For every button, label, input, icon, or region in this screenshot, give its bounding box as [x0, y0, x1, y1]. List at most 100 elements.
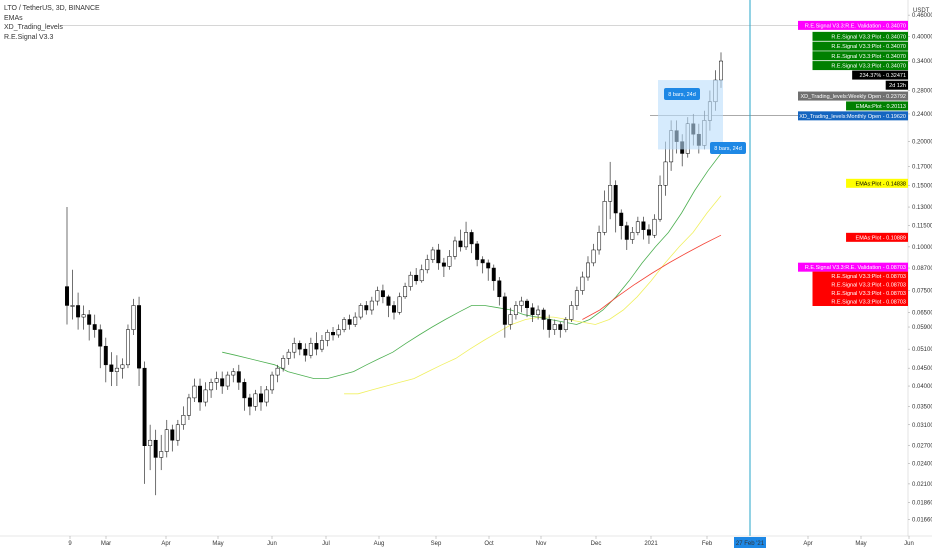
candle-down — [613, 185, 618, 214]
candle-down — [414, 274, 419, 282]
candle-up — [358, 305, 363, 318]
candle-down — [525, 300, 529, 308]
candle-up — [536, 309, 541, 315]
candle-down — [441, 262, 446, 267]
candle-up — [652, 218, 657, 236]
y-tick-label: 0.15000 — [912, 183, 932, 189]
candle-down — [297, 343, 302, 350]
price-tag — [812, 271, 908, 281]
candle-up — [275, 367, 280, 376]
candle-down — [364, 305, 369, 311]
candle-up — [225, 374, 230, 387]
indicator-xd-levels[interactable]: XD_Trading_levels — [4, 24, 63, 31]
y-tick-label: 0.03500 — [912, 404, 932, 410]
price-tag-text: R.E.Signal V3.3:Plot - 0.34070 — [831, 34, 906, 40]
candle-down — [347, 319, 352, 325]
candle-up — [159, 451, 164, 458]
price-tag — [812, 296, 908, 306]
price-tag — [812, 31, 908, 41]
candle-down — [486, 262, 491, 269]
candle-up — [552, 324, 557, 330]
price-tag — [798, 20, 908, 30]
candle-down — [458, 240, 463, 248]
candle-up — [569, 305, 574, 320]
y-tick-label: 0.34000 — [912, 59, 932, 65]
candle-up — [203, 389, 208, 403]
price-tag — [885, 80, 908, 90]
candle-down — [619, 212, 624, 226]
x-tick-label: Nov — [536, 541, 547, 547]
candle-up — [131, 305, 136, 330]
candle-up — [630, 232, 635, 240]
y-tick-label: 0.24000 — [912, 112, 932, 118]
candle-down — [480, 259, 485, 264]
time-axis[interactable]: 9 Mar Apr May Jun Jul Aug Sep Oct Nov Dec 2021 Feb Ap… — [0, 535, 932, 547]
candle-up — [403, 286, 408, 298]
candle-down — [198, 385, 202, 403]
candle-down — [475, 243, 480, 260]
x-tick-label: Oct — [484, 541, 494, 547]
candle-up — [175, 424, 180, 441]
candle-up — [635, 221, 640, 233]
y-tick-label: 0.10000 — [912, 245, 932, 251]
price-tag-text: R.E.Signal V3.3:Plot - 0.08703 — [831, 274, 906, 280]
cursor-date-label: 27 Feb '21 — [736, 541, 765, 547]
price-tag — [812, 280, 908, 290]
y-tick-label: 0.02400 — [912, 462, 932, 468]
ema-lines — [222, 153, 722, 395]
y-tick-label: 0.08700 — [912, 266, 932, 272]
y-tick-label: 0.04500 — [912, 366, 932, 372]
candle-up — [264, 389, 269, 403]
candle-up — [508, 314, 513, 325]
y-tick-label: 0.13000 — [912, 205, 932, 211]
indicator-emas[interactable]: EMAs — [4, 14, 23, 22]
y-tick-label: 0.04000 — [912, 384, 932, 390]
price-tags: R.E.Signal V3.3:R.E. Validation - 0.3407… — [798, 20, 908, 306]
symbol-title[interactable]: LTO / TetherUS, 3D, BINANCE — [4, 5, 100, 12]
candle-down — [142, 367, 147, 446]
measure-tool[interactable]: 8 bars, 24d 8 bars, 24d — [658, 80, 746, 154]
price-tag-text: 234.37% - 0.32471 — [860, 73, 906, 79]
candle-up — [580, 276, 585, 291]
price-tag-text: R.E.Signal V3.3:Plot - 0.34070 — [831, 44, 906, 50]
candle-down — [87, 314, 92, 325]
price-tag-text: R.E.Signal V3.3:Plot - 0.08703 — [831, 299, 906, 305]
price-tag — [812, 51, 908, 61]
candle-up — [513, 305, 518, 315]
candle-up — [192, 385, 197, 399]
x-tick-label: Jun — [267, 541, 277, 547]
ema-fast-line — [222, 153, 722, 380]
candle-up — [597, 232, 602, 251]
price-tag — [798, 262, 908, 272]
y-tick-label: 0.20000 — [912, 140, 932, 146]
candle-down — [303, 348, 308, 356]
price-tag-text: R.E.Signal V3.3:Plot - 0.34070 — [831, 64, 906, 70]
x-tick-label: Apr — [803, 541, 812, 547]
measure-label-box — [664, 88, 700, 100]
candle-up — [214, 378, 219, 383]
candle-down — [170, 429, 175, 441]
measure-label: 8 bars, 24d — [714, 146, 742, 152]
y-tick-label: 0.46000 — [912, 13, 932, 19]
candle-down — [76, 305, 81, 318]
candle-down — [236, 371, 241, 383]
crosshair-cursor: 27 Feb '21 — [734, 0, 766, 548]
candle-up — [231, 371, 236, 376]
candle-up — [81, 314, 86, 318]
y-tick-label: 0.07500 — [912, 289, 932, 295]
candle-down — [641, 221, 646, 230]
x-tick-label: 2021 — [644, 541, 658, 547]
price-tag — [846, 178, 908, 188]
indicator-re-signal[interactable]: R.E.Signal V3.3 — [4, 33, 54, 41]
candle-up — [408, 274, 413, 287]
y-tick-label: 0.02700 — [912, 444, 932, 450]
candle-up — [164, 429, 169, 452]
candle-up — [342, 319, 347, 330]
candle-up — [186, 397, 191, 416]
cursor-date-box — [734, 537, 766, 548]
y-tick-label: 0.40000 — [912, 34, 932, 40]
candle-up — [375, 290, 380, 302]
